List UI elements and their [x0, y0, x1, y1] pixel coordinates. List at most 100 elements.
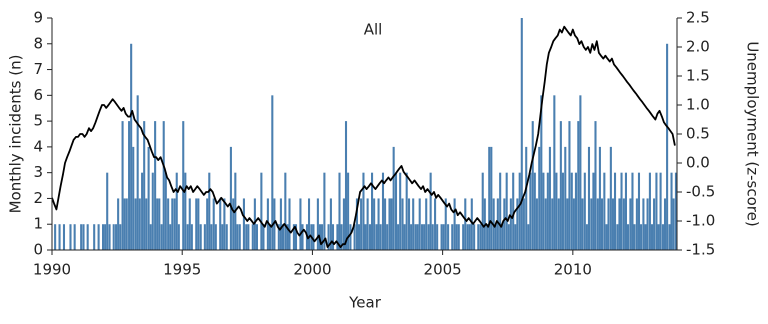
- y2-tick-label: -1.5: [686, 241, 715, 259]
- y2-tick-label: -0.5: [686, 183, 715, 201]
- bar: [212, 198, 215, 250]
- bar: [468, 224, 471, 250]
- bar: [112, 224, 115, 250]
- bar: [206, 198, 209, 250]
- bar: [375, 224, 378, 250]
- bar: [132, 146, 135, 250]
- bar: [581, 198, 584, 250]
- bar: [388, 198, 391, 250]
- bar: [574, 172, 577, 250]
- bar: [232, 198, 235, 250]
- bar: [219, 198, 222, 250]
- y2-tick-label: 2.0: [686, 38, 710, 56]
- bar: [507, 224, 510, 250]
- bar: [642, 198, 645, 250]
- bar: [54, 224, 57, 250]
- y-tick-label: 6: [33, 86, 43, 104]
- bar: [299, 198, 302, 250]
- bar: [186, 224, 189, 250]
- bar: [301, 224, 304, 250]
- x-tick-label: 2000: [293, 261, 331, 279]
- bar: [486, 224, 489, 250]
- bar: [119, 224, 122, 250]
- bar: [392, 146, 395, 250]
- bar: [416, 224, 419, 250]
- bar: [199, 224, 202, 250]
- bar: [414, 224, 417, 250]
- bar: [447, 224, 450, 250]
- bar: [169, 224, 172, 250]
- bar: [362, 172, 365, 250]
- bar: [162, 121, 165, 250]
- bar: [281, 224, 285, 250]
- bar: [514, 224, 517, 250]
- bar: [312, 224, 315, 250]
- bar: [286, 224, 289, 250]
- bar: [527, 224, 530, 250]
- bar: [336, 224, 339, 250]
- y2-tick-label: 2.5: [686, 9, 710, 27]
- y2-tick-label: 0.0: [686, 154, 710, 172]
- bar: [499, 172, 502, 250]
- bar: [260, 172, 263, 250]
- bar: [605, 224, 608, 250]
- bar: [373, 198, 376, 250]
- bar: [138, 198, 141, 250]
- bar: [635, 198, 638, 250]
- bar: [253, 198, 256, 250]
- bar: [355, 198, 358, 250]
- bar: [203, 224, 206, 250]
- bar: [177, 224, 180, 250]
- bar: [288, 198, 291, 250]
- bar: [357, 224, 361, 250]
- bar: [529, 172, 532, 250]
- bar: [674, 172, 677, 250]
- chart-title: All: [364, 21, 383, 39]
- bar: [473, 224, 476, 250]
- bar: [613, 172, 617, 250]
- bar: [657, 224, 660, 250]
- bar: [195, 198, 198, 250]
- bar: [462, 224, 465, 250]
- bar: [368, 224, 372, 250]
- bar: [650, 224, 654, 250]
- bar: [271, 95, 274, 250]
- bar: [381, 172, 385, 250]
- bar: [294, 224, 298, 250]
- bar: [251, 224, 254, 250]
- bar: [117, 198, 120, 250]
- bar: [512, 172, 515, 250]
- bar: [399, 172, 402, 250]
- bar: [164, 172, 167, 250]
- bar: [666, 43, 669, 251]
- bar: [208, 172, 211, 250]
- bar: [566, 198, 569, 250]
- x-tick-label: 1995: [163, 261, 201, 279]
- bar: [401, 198, 404, 250]
- bar: [509, 198, 512, 250]
- bar: [583, 172, 586, 250]
- bar: [173, 198, 176, 250]
- bar: [551, 198, 554, 250]
- bar: [360, 198, 363, 250]
- bar: [182, 121, 185, 250]
- bar: [587, 146, 591, 250]
- bar: [570, 172, 573, 250]
- bar: [284, 172, 287, 250]
- bar: [555, 172, 558, 250]
- bar: [190, 224, 193, 250]
- bar: [598, 146, 601, 250]
- bar: [149, 224, 152, 250]
- bar: [238, 224, 241, 250]
- bar: [97, 224, 100, 250]
- bar: [410, 224, 413, 250]
- bar: [559, 121, 562, 250]
- bar: [548, 146, 551, 250]
- bar: [292, 224, 295, 250]
- bar: [538, 146, 541, 250]
- bar: [134, 198, 137, 250]
- bar: [242, 198, 245, 250]
- bar: [371, 172, 374, 250]
- bar: [115, 224, 118, 250]
